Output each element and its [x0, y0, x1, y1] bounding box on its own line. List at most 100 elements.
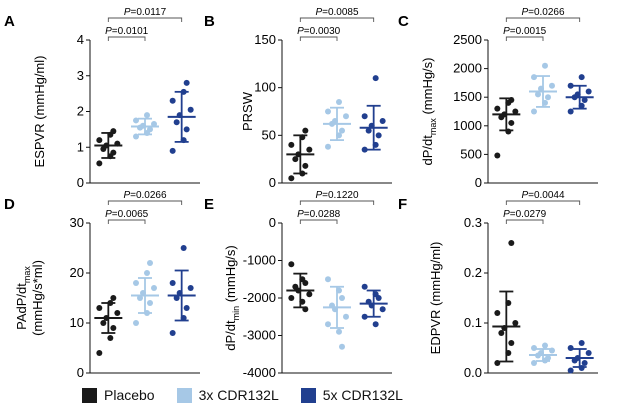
legend-swatch-5x: [300, 387, 316, 403]
data-point: [292, 156, 299, 163]
data-point: [96, 137, 103, 144]
y-tick-label: 2: [77, 104, 84, 119]
p-value-bracket: [299, 200, 375, 205]
data-point: [169, 97, 176, 104]
p-value-number: =0.0279: [510, 209, 547, 220]
p-value-number: =0.0288: [304, 209, 341, 220]
data-point: [147, 300, 153, 306]
panel-letter: C: [398, 13, 409, 30]
p-value-label: P=0.0044: [521, 190, 565, 201]
p-value-number: =0.0117: [130, 7, 166, 18]
y-tick-label: 2500: [453, 32, 482, 47]
data-point: [187, 106, 194, 113]
panel-letter: B: [204, 13, 215, 30]
data-point: [375, 295, 382, 301]
p-value-label: P=0.0065: [105, 209, 149, 220]
data-point: [114, 310, 121, 316]
data-point: [151, 285, 157, 291]
data-point: [147, 126, 153, 133]
p-value-bracket: [299, 17, 375, 22]
legend-swatch-3x: [176, 387, 192, 403]
p-value-number: =0.0065: [112, 209, 149, 220]
y-axis-label: EDPVR (mmHg/ml): [428, 242, 443, 355]
data-point: [151, 121, 157, 128]
data-point: [144, 112, 150, 119]
data-point: [508, 340, 515, 346]
data-point: [361, 313, 368, 320]
p-value-symbol: P: [315, 7, 322, 18]
data-point: [508, 240, 515, 246]
data-point: [585, 88, 592, 95]
p-value-bracket: [505, 36, 544, 41]
data-point: [302, 127, 309, 134]
data-point: [169, 280, 176, 286]
data-point: [336, 328, 342, 335]
data-point: [542, 342, 548, 349]
data-point: [187, 285, 194, 291]
panel-letter: A: [4, 13, 15, 30]
y-axis-label-sub: max: [22, 266, 32, 284]
data-point: [531, 74, 537, 81]
p-value-bracket: [107, 17, 183, 22]
p-value-label: P=0.0279: [503, 209, 547, 220]
p-value-symbol: P: [297, 26, 304, 37]
data-point: [531, 360, 537, 366]
p-value-number: =0.0266: [528, 7, 565, 18]
y-tick-label: 0.1: [464, 315, 482, 330]
data-point: [372, 75, 379, 82]
data-point: [494, 105, 501, 112]
data-point: [288, 261, 295, 268]
p-value-symbol: P: [521, 190, 528, 201]
data-point: [567, 345, 574, 351]
y-tick-label: 1500: [453, 89, 482, 104]
data-point: [578, 74, 585, 81]
y-tick-label: 20: [70, 265, 84, 280]
p-value-number: =0.0101: [112, 26, 149, 37]
data-point: [542, 62, 548, 69]
p-value-bracket: [299, 219, 338, 224]
legend-label-3x: 3x CDR132L: [198, 387, 279, 403]
data-point: [96, 160, 103, 167]
p-value-label: P=0.0030: [297, 26, 341, 37]
data-point: [183, 305, 190, 311]
p-value-bracket: [299, 36, 338, 41]
p-value-symbol: P: [315, 190, 322, 201]
data-point: [306, 291, 313, 298]
data-point: [336, 98, 342, 105]
p-value-bracket: [505, 200, 581, 205]
y-tick-label: 0.3: [464, 215, 482, 230]
y-tick-label: -3000: [243, 328, 276, 343]
data-point: [581, 360, 588, 366]
data-point: [288, 295, 295, 301]
p-value-symbol: P: [503, 26, 510, 37]
legend-swatch-placebo: [82, 387, 97, 403]
data-point: [379, 118, 386, 125]
y-tick-label: 1: [77, 139, 84, 154]
p-value-number: =0.1220: [322, 190, 359, 201]
data-point: [133, 280, 139, 286]
data-point: [107, 335, 114, 341]
data-point: [110, 295, 117, 301]
p-value-symbol: P: [297, 209, 304, 220]
data-point: [365, 127, 372, 134]
data-point: [375, 132, 382, 139]
y-tick-label: 2000: [453, 61, 482, 76]
p-value-symbol: P: [105, 26, 112, 37]
data-point: [100, 320, 107, 326]
y-tick-label: 0: [475, 175, 482, 190]
p-value-bracket: [107, 200, 183, 205]
panel-letter: F: [398, 196, 407, 213]
data-point: [567, 108, 574, 115]
y-tick-label: 500: [460, 146, 482, 161]
data-point: [361, 283, 368, 290]
data-point: [144, 270, 150, 276]
data-point: [325, 321, 331, 328]
data-point: [361, 113, 368, 120]
data-point: [302, 162, 309, 169]
p-value-label: P=0.0085: [315, 7, 359, 18]
y-tick-label: 1000: [453, 118, 482, 133]
p-value-number: =0.0085: [322, 7, 359, 18]
panel-letter: D: [4, 196, 15, 213]
data-point: [567, 367, 574, 374]
data-point: [531, 345, 537, 351]
